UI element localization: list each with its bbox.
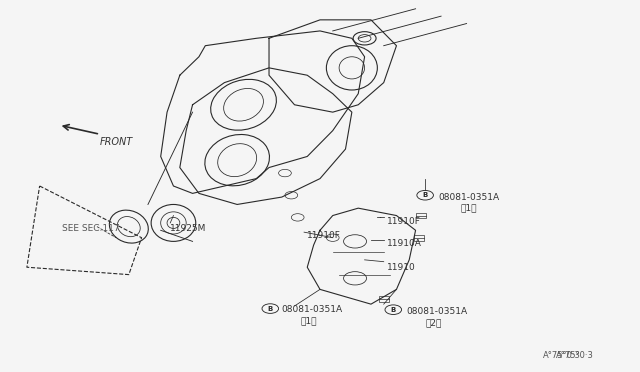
FancyBboxPatch shape bbox=[413, 235, 424, 241]
Text: 11925M: 11925M bbox=[170, 224, 207, 233]
Text: FRONT: FRONT bbox=[100, 137, 133, 147]
FancyBboxPatch shape bbox=[379, 296, 389, 302]
Text: B: B bbox=[268, 305, 273, 312]
Text: SEE SEC.117: SEE SEC.117 bbox=[62, 224, 120, 233]
Text: B: B bbox=[422, 192, 428, 198]
Text: 11910F: 11910F bbox=[387, 217, 420, 225]
FancyBboxPatch shape bbox=[415, 212, 426, 218]
Text: 11910F: 11910F bbox=[307, 231, 341, 240]
Text: （1）: （1） bbox=[301, 316, 317, 325]
Text: B: B bbox=[390, 307, 396, 313]
Text: 08081-0351A: 08081-0351A bbox=[406, 307, 467, 316]
Text: （2）: （2） bbox=[425, 318, 442, 327]
Text: 08081-0351A: 08081-0351A bbox=[438, 193, 499, 202]
Text: 11910: 11910 bbox=[387, 263, 415, 272]
Text: A°75°0·3: A°75°0·3 bbox=[543, 351, 581, 360]
Text: （1）: （1） bbox=[460, 203, 477, 213]
Text: A°75°0·3: A°75°0·3 bbox=[556, 351, 594, 360]
Text: 08081-0351A: 08081-0351A bbox=[282, 305, 343, 314]
Text: 11910A: 11910A bbox=[387, 239, 422, 248]
